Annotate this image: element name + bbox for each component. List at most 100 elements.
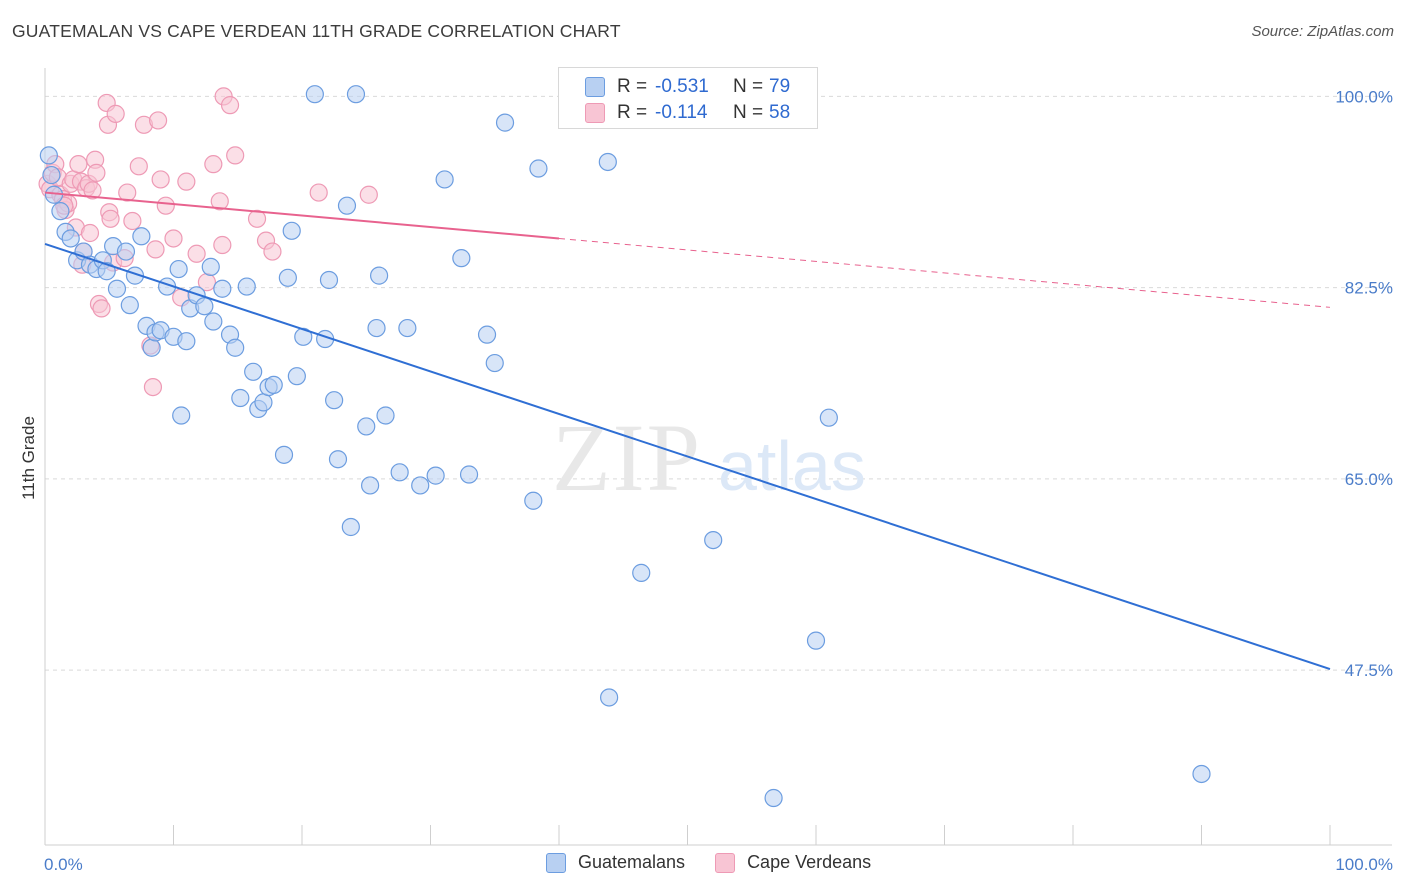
cape-verdean-point — [204, 155, 223, 174]
cape-verdean-point — [156, 196, 175, 215]
series-legend-cape-verdeans[interactable]: Cape Verdeans — [715, 852, 871, 873]
cape-verdean-point — [151, 170, 170, 189]
guatemalan-point — [477, 325, 497, 344]
guatemalan-point — [116, 242, 136, 261]
guatemalan-point — [819, 408, 838, 427]
cape-verdean-point — [148, 111, 168, 130]
guatemalan-point — [632, 563, 651, 582]
cape-verdean-point — [92, 299, 111, 318]
guatemalan-point — [764, 788, 783, 808]
guatemalan-point — [61, 229, 80, 248]
cape-verdean-point — [164, 229, 183, 248]
guatemalan-point — [294, 327, 313, 346]
guatemalan-point — [524, 491, 543, 510]
guatemalan-point — [42, 165, 61, 185]
guatemalan-point — [177, 332, 196, 351]
guatemalan-point — [278, 268, 297, 287]
watermark-atlas: atlas — [718, 427, 866, 505]
guatemalan-point — [254, 393, 273, 412]
guatemalan-point — [495, 113, 515, 132]
guatemalan-trend-line — [44, 242, 1331, 670]
guatemalan-point — [213, 279, 232, 298]
guatemalan-point — [226, 338, 245, 357]
guatemalan-point — [459, 465, 479, 484]
cape-verdean-point — [101, 209, 120, 228]
guatemalan-point — [346, 85, 366, 104]
legend-n-value: 79 — [769, 76, 791, 97]
guatemalan-point — [325, 391, 344, 410]
legend-n-value: 58 — [769, 102, 791, 123]
series-swatch-blue — [546, 852, 566, 873]
guatemalan-point — [51, 202, 70, 221]
cape-verdean-point — [146, 240, 165, 259]
cape-verdean-point — [263, 242, 282, 261]
legend-r-value: -0.531 — [655, 76, 709, 97]
guatemalan-point — [195, 297, 214, 316]
cape-verdean-point — [309, 183, 328, 202]
guatemalan-point — [370, 266, 389, 285]
legend-r-value: -0.114 — [655, 102, 708, 123]
guatemalan-point — [435, 170, 454, 189]
series-legend-guatemalans[interactable]: Guatemalans — [546, 852, 685, 873]
y-tick-labels: 100.0% 82.5% 65.0% 47.5% — [1335, 87, 1393, 680]
legend-swatch-blue — [585, 77, 605, 97]
guatemalan-point — [264, 375, 283, 395]
cape-verdean-trend-line — [44, 191, 560, 240]
series-swatch-pink — [715, 852, 736, 873]
guatemalan-point — [341, 517, 360, 537]
guatemalan-point — [231, 388, 250, 408]
y-tick-label: 82.5% — [1345, 279, 1393, 298]
data-points — [38, 85, 1211, 808]
guatemalan-point — [132, 227, 151, 246]
trend-lines — [44, 191, 1331, 670]
cape-verdean-point — [118, 183, 137, 202]
legend-row-cape-verdeans: R = -0.114 N = 58 — [585, 101, 790, 125]
guatemalan-point — [97, 262, 116, 281]
cape-verdean-point — [69, 155, 88, 174]
guatemalan-point — [485, 353, 504, 373]
x-tick-label: 0.0% — [44, 855, 83, 874]
guatemalan-point — [426, 466, 445, 485]
guatemalan-point — [411, 476, 430, 495]
series-label: Guatemalans — [578, 852, 686, 872]
y-tick-label: 65.0% — [1345, 470, 1393, 489]
cape-verdean-point — [123, 211, 142, 231]
guatemalan-point — [237, 277, 256, 296]
cape-verdean-point — [80, 223, 100, 243]
watermark: ZIP atlas — [552, 404, 866, 511]
guatemalan-point — [120, 296, 139, 315]
cape-verdean-point — [213, 235, 232, 255]
y-tick-label: 47.5% — [1345, 661, 1393, 680]
correlation-legend: R = -0.531 N = 79 R = -0.114 N = 58 — [558, 67, 818, 129]
cape-verdean-point — [226, 146, 245, 165]
y-tick-label: 100.0% — [1335, 87, 1393, 106]
legend-row-guatemalans: R = -0.531 N = 79 — [585, 75, 790, 99]
cape-verdean-point — [143, 377, 163, 397]
guatemalan-point — [244, 362, 263, 381]
y-axis-label: 11th Grade — [19, 416, 38, 500]
guatemalan-point — [398, 318, 417, 338]
guatemalan-point — [172, 406, 191, 425]
cape-verdean-point — [177, 172, 196, 191]
axes — [44, 68, 1392, 846]
x-tick-label: 100.0% — [1335, 855, 1393, 874]
guatemalan-point — [390, 463, 409, 482]
guatemalan-point — [305, 85, 324, 104]
guatemalan-point — [598, 152, 617, 172]
cape-verdean-point — [129, 157, 148, 176]
series-legend: Guatemalans Cape Verdeans — [546, 852, 901, 873]
guatemalan-point — [201, 257, 220, 276]
legend-swatch-pink — [585, 103, 605, 123]
guatemalan-point — [337, 196, 357, 215]
legend-r-label: R = — [617, 76, 648, 97]
legend-n-label: N = — [733, 102, 764, 123]
guatemalan-point — [806, 631, 826, 650]
x-tick-labels: 0.0% 100.0% — [44, 855, 1393, 874]
legend-r-label: R = — [617, 102, 648, 123]
watermark-zip: ZIP — [552, 404, 702, 511]
guatemalan-point — [282, 221, 301, 240]
guatemalan-point — [600, 688, 619, 707]
guatemalan-point — [328, 450, 348, 469]
cape-verdean-point — [187, 244, 206, 263]
